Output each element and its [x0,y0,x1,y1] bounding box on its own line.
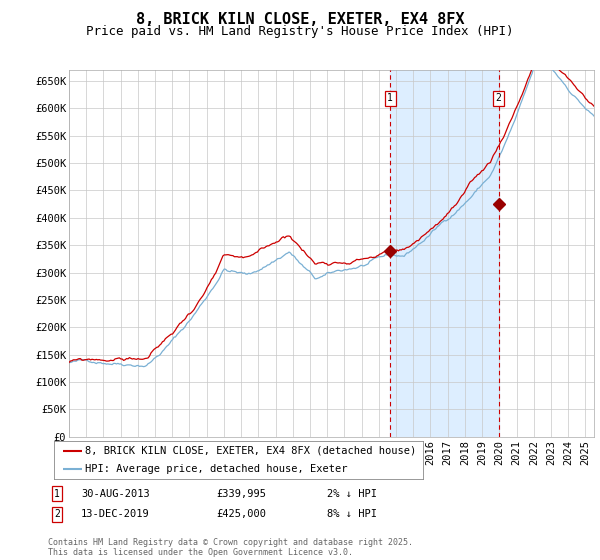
Text: Contains HM Land Registry data © Crown copyright and database right 2025.
This d: Contains HM Land Registry data © Crown c… [48,538,413,557]
Text: 30-AUG-2013: 30-AUG-2013 [81,489,150,499]
Text: Price paid vs. HM Land Registry's House Price Index (HPI): Price paid vs. HM Land Registry's House … [86,25,514,38]
Text: 2% ↓ HPI: 2% ↓ HPI [327,489,377,499]
Text: 2: 2 [54,509,60,519]
Text: 8, BRICK KILN CLOSE, EXETER, EX4 8FX (detached house): 8, BRICK KILN CLOSE, EXETER, EX4 8FX (de… [85,446,416,456]
Text: 8% ↓ HPI: 8% ↓ HPI [327,509,377,519]
Bar [390,70,499,437]
Text: 1: 1 [54,489,60,499]
Text: 13-DEC-2019: 13-DEC-2019 [81,509,150,519]
Text: 1: 1 [388,94,393,104]
Text: 8, BRICK KILN CLOSE, EXETER, EX4 8FX: 8, BRICK KILN CLOSE, EXETER, EX4 8FX [136,12,464,27]
Text: HPI: Average price, detached house, Exeter: HPI: Average price, detached house, Exet… [85,464,348,474]
Text: 2: 2 [496,94,502,104]
Text: £339,995: £339,995 [216,489,266,499]
Text: £425,000: £425,000 [216,509,266,519]
